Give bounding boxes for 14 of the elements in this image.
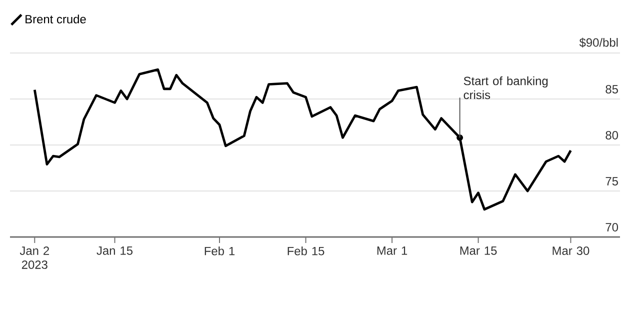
x-tick-label: Mar 1 — [377, 246, 408, 255]
y-tick-label: $90/bbl — [579, 38, 618, 48]
legend-label: Brent crude — [26, 14, 86, 24]
y-tick-label: 75 — [606, 177, 618, 186]
x-tick-label: Jan 15 — [96, 246, 133, 255]
annotation: Start of banking crisis — [464, 76, 548, 100]
x-tick-label: Mar 30 — [552, 246, 590, 255]
x-tick-label: Feb 1 — [204, 246, 235, 256]
y-tick-label: 80 — [606, 131, 618, 140]
x-tick-label: Feb 15 — [288, 246, 324, 256]
x-tick-label: Mar 15 — [460, 246, 497, 255]
y-tick-label: 85 — [606, 85, 618, 94]
y-tick-label: 70 — [606, 223, 618, 232]
x-tick-label: Jan 2 2023 — [20, 246, 49, 269]
